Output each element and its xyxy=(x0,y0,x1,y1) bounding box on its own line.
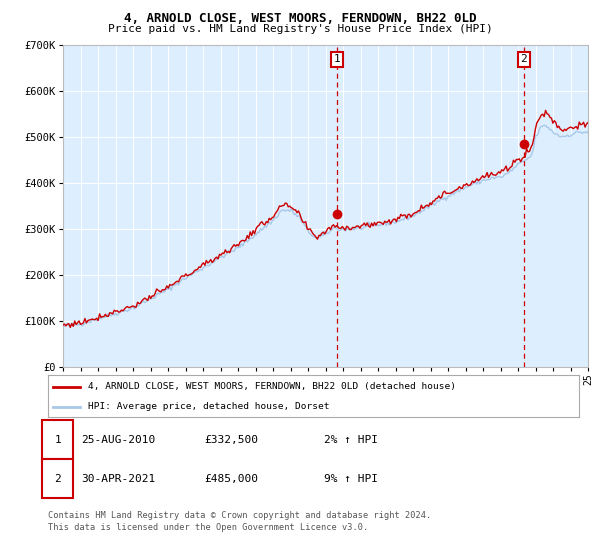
Text: HPI: Average price, detached house, Dorset: HPI: Average price, detached house, Dors… xyxy=(88,402,329,411)
Text: 4, ARNOLD CLOSE, WEST MOORS, FERNDOWN, BH22 0LD: 4, ARNOLD CLOSE, WEST MOORS, FERNDOWN, B… xyxy=(124,12,476,25)
Text: 2: 2 xyxy=(520,54,527,64)
Text: 30-APR-2021: 30-APR-2021 xyxy=(81,474,155,484)
Text: 1: 1 xyxy=(334,54,340,64)
Text: £332,500: £332,500 xyxy=(204,435,258,445)
Text: 2% ↑ HPI: 2% ↑ HPI xyxy=(324,435,378,445)
Text: 1: 1 xyxy=(54,435,61,445)
Text: 2: 2 xyxy=(54,474,61,484)
Text: 4, ARNOLD CLOSE, WEST MOORS, FERNDOWN, BH22 0LD (detached house): 4, ARNOLD CLOSE, WEST MOORS, FERNDOWN, B… xyxy=(88,382,456,391)
Text: 25-AUG-2010: 25-AUG-2010 xyxy=(81,435,155,445)
Text: Contains HM Land Registry data © Crown copyright and database right 2024.: Contains HM Land Registry data © Crown c… xyxy=(48,511,431,520)
Text: Price paid vs. HM Land Registry's House Price Index (HPI): Price paid vs. HM Land Registry's House … xyxy=(107,24,493,34)
Text: 9% ↑ HPI: 9% ↑ HPI xyxy=(324,474,378,484)
Text: £485,000: £485,000 xyxy=(204,474,258,484)
Text: This data is licensed under the Open Government Licence v3.0.: This data is licensed under the Open Gov… xyxy=(48,523,368,532)
